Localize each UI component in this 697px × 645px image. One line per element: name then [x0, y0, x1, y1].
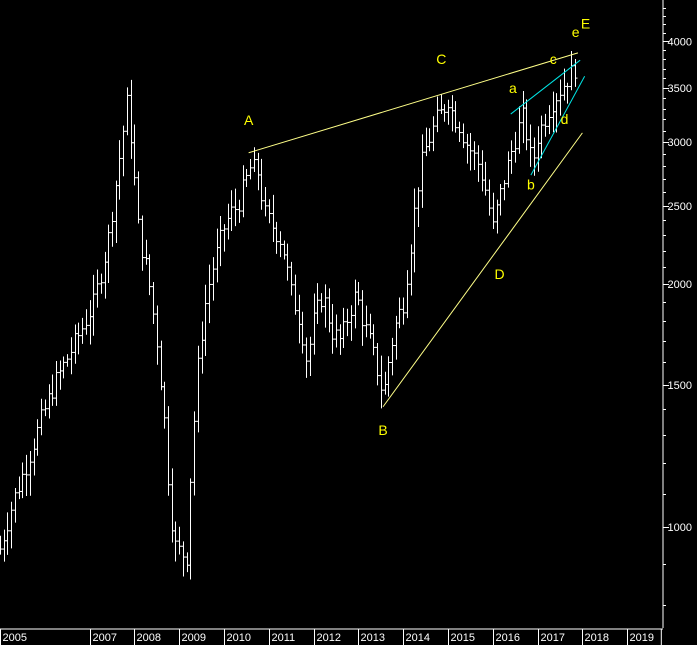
- y-tick-label: 3500: [668, 83, 692, 95]
- price-bars: [0, 51, 578, 580]
- wave-labels: A B C D Ea b c d e: [244, 15, 590, 438]
- x-tick-label: 2016: [496, 632, 520, 644]
- wave-label-a: a: [509, 80, 517, 96]
- x-tick-label: 2012: [317, 632, 341, 644]
- y-axis: 1000 1500 2000 2500 3000 3500 4000: [662, 0, 692, 628]
- y-tick-label: 1000: [668, 522, 692, 534]
- wave-label-E: E: [581, 15, 590, 31]
- y-tick-label: 1500: [668, 380, 692, 392]
- y-tick-label: 3000: [668, 137, 692, 149]
- wave-label-A: A: [244, 112, 254, 128]
- x-tick-label: 2011: [272, 632, 296, 644]
- trendline-b-d: [530, 76, 586, 176]
- x-tick-label: 2009: [182, 632, 206, 644]
- x-tick-label: 2007: [93, 632, 117, 644]
- trendline-a-c-e: [248, 52, 579, 154]
- trendline-b-d: [382, 132, 583, 408]
- wave-label-b: b: [527, 177, 535, 193]
- x-tick-label: 2005: [3, 632, 27, 644]
- x-tick-label: 2018: [585, 632, 609, 644]
- y-tick-label: 2500: [668, 201, 692, 213]
- x-tick-label: 2014: [406, 632, 430, 644]
- x-tick-label: 2017: [541, 632, 565, 644]
- wave-label-B: B: [378, 422, 387, 438]
- x-tick-label: 2019: [630, 632, 654, 644]
- wave-label-C: C: [436, 51, 446, 67]
- wave-label-c: c: [550, 51, 557, 67]
- x-tick-label: 2010: [227, 632, 251, 644]
- trendlines: [248, 52, 586, 408]
- x-axis: 2005 2007 2008 2009 2010 2011 2012 2013 2014 2015…: [0, 628, 663, 645]
- wave-label-D: D: [494, 266, 504, 282]
- trendline-a-c: [510, 59, 581, 115]
- x-tick-label: 2008: [137, 632, 161, 644]
- wave-label-e: e: [572, 24, 580, 40]
- wave-label-d: d: [561, 111, 569, 127]
- x-tick-label: 2015: [451, 632, 475, 644]
- y-tick-label: 4000: [668, 36, 692, 48]
- y-tick-label: 2000: [668, 279, 692, 291]
- x-tick-label: 2013: [361, 632, 385, 644]
